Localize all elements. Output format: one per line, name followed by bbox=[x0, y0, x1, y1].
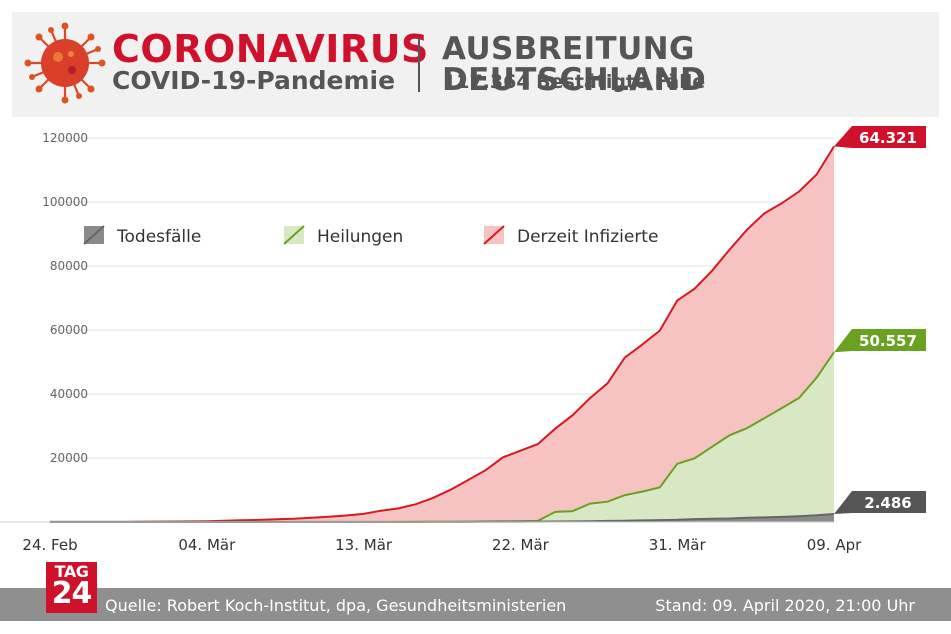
header-divider bbox=[418, 38, 420, 92]
end-label-deaths: 2.486 bbox=[864, 494, 911, 512]
legend-line-deaths bbox=[83, 225, 105, 245]
y-tick-label: 100000 bbox=[42, 195, 88, 209]
end-callout-infected bbox=[834, 126, 926, 148]
coronavirus-icon bbox=[24, 22, 106, 104]
legend-label-recovered: Heilungen bbox=[317, 227, 403, 247]
source-text: Quelle: Robert Koch-Institut, dpa, Gesun… bbox=[105, 596, 567, 615]
y-tick-label: 20000 bbox=[50, 451, 88, 465]
header-banner: CORONAVIRUS COVID-19-Pandemie AUSBREITUN… bbox=[12, 12, 939, 117]
legend: Todesfälle Heilungen Derzeit Infizierte bbox=[83, 225, 658, 247]
tag24-logo: TAG 24 bbox=[46, 562, 97, 613]
logo-bottom-text: 24 bbox=[51, 576, 93, 611]
x-tick-label: 04. Mär bbox=[178, 536, 236, 554]
footer-bar bbox=[0, 588, 951, 621]
end-label-infected: 64.321 bbox=[859, 129, 917, 147]
legend-label-deaths: Todesfälle bbox=[116, 227, 201, 247]
x-tick-label: 31. Mär bbox=[649, 536, 707, 554]
x-tick-label: 09. Apr bbox=[807, 536, 862, 554]
recovered-area bbox=[50, 352, 834, 522]
region-title: AUSBREITUNG DEUTSCHLAND bbox=[442, 31, 707, 98]
subtitle: COVID-19-Pandemie bbox=[112, 66, 396, 95]
legend-label-infected: Derzeit Infizierte bbox=[517, 227, 658, 247]
y-tick-label: 80000 bbox=[50, 259, 88, 273]
legend-line-recovered bbox=[283, 225, 305, 245]
end-callout-recovered bbox=[834, 329, 926, 353]
x-tick-label: 24. Feb bbox=[22, 536, 77, 554]
logo-top-text: TAG bbox=[54, 562, 89, 581]
confirmed-cases: 117.364 Bestätigte Fälle bbox=[443, 71, 706, 93]
x-tick-label: 13. Mär bbox=[335, 536, 393, 554]
deaths-area bbox=[50, 514, 834, 522]
areas bbox=[50, 145, 835, 523]
y-tick-label: 40000 bbox=[50, 387, 88, 401]
title: CORONAVIRUS bbox=[112, 27, 429, 71]
y-tick-label: 120000 bbox=[42, 131, 88, 145]
y-tick-label: 60000 bbox=[50, 323, 88, 337]
end-labels: 64.321 50.557 2.486 bbox=[834, 126, 926, 515]
x-tick-label: 22. Mär bbox=[492, 536, 550, 554]
axes: 20000 40000 60000 80000 100000 120000 24. Feb 0… bbox=[0, 131, 862, 554]
legend-line-infected bbox=[483, 225, 505, 245]
end-callout-deaths bbox=[834, 491, 926, 515]
infected-area bbox=[50, 146, 834, 522]
date-stand-text: Stand: 09. April 2020, 21:00 Uhr bbox=[655, 596, 915, 615]
end-label-recovered: 50.557 bbox=[859, 332, 917, 350]
